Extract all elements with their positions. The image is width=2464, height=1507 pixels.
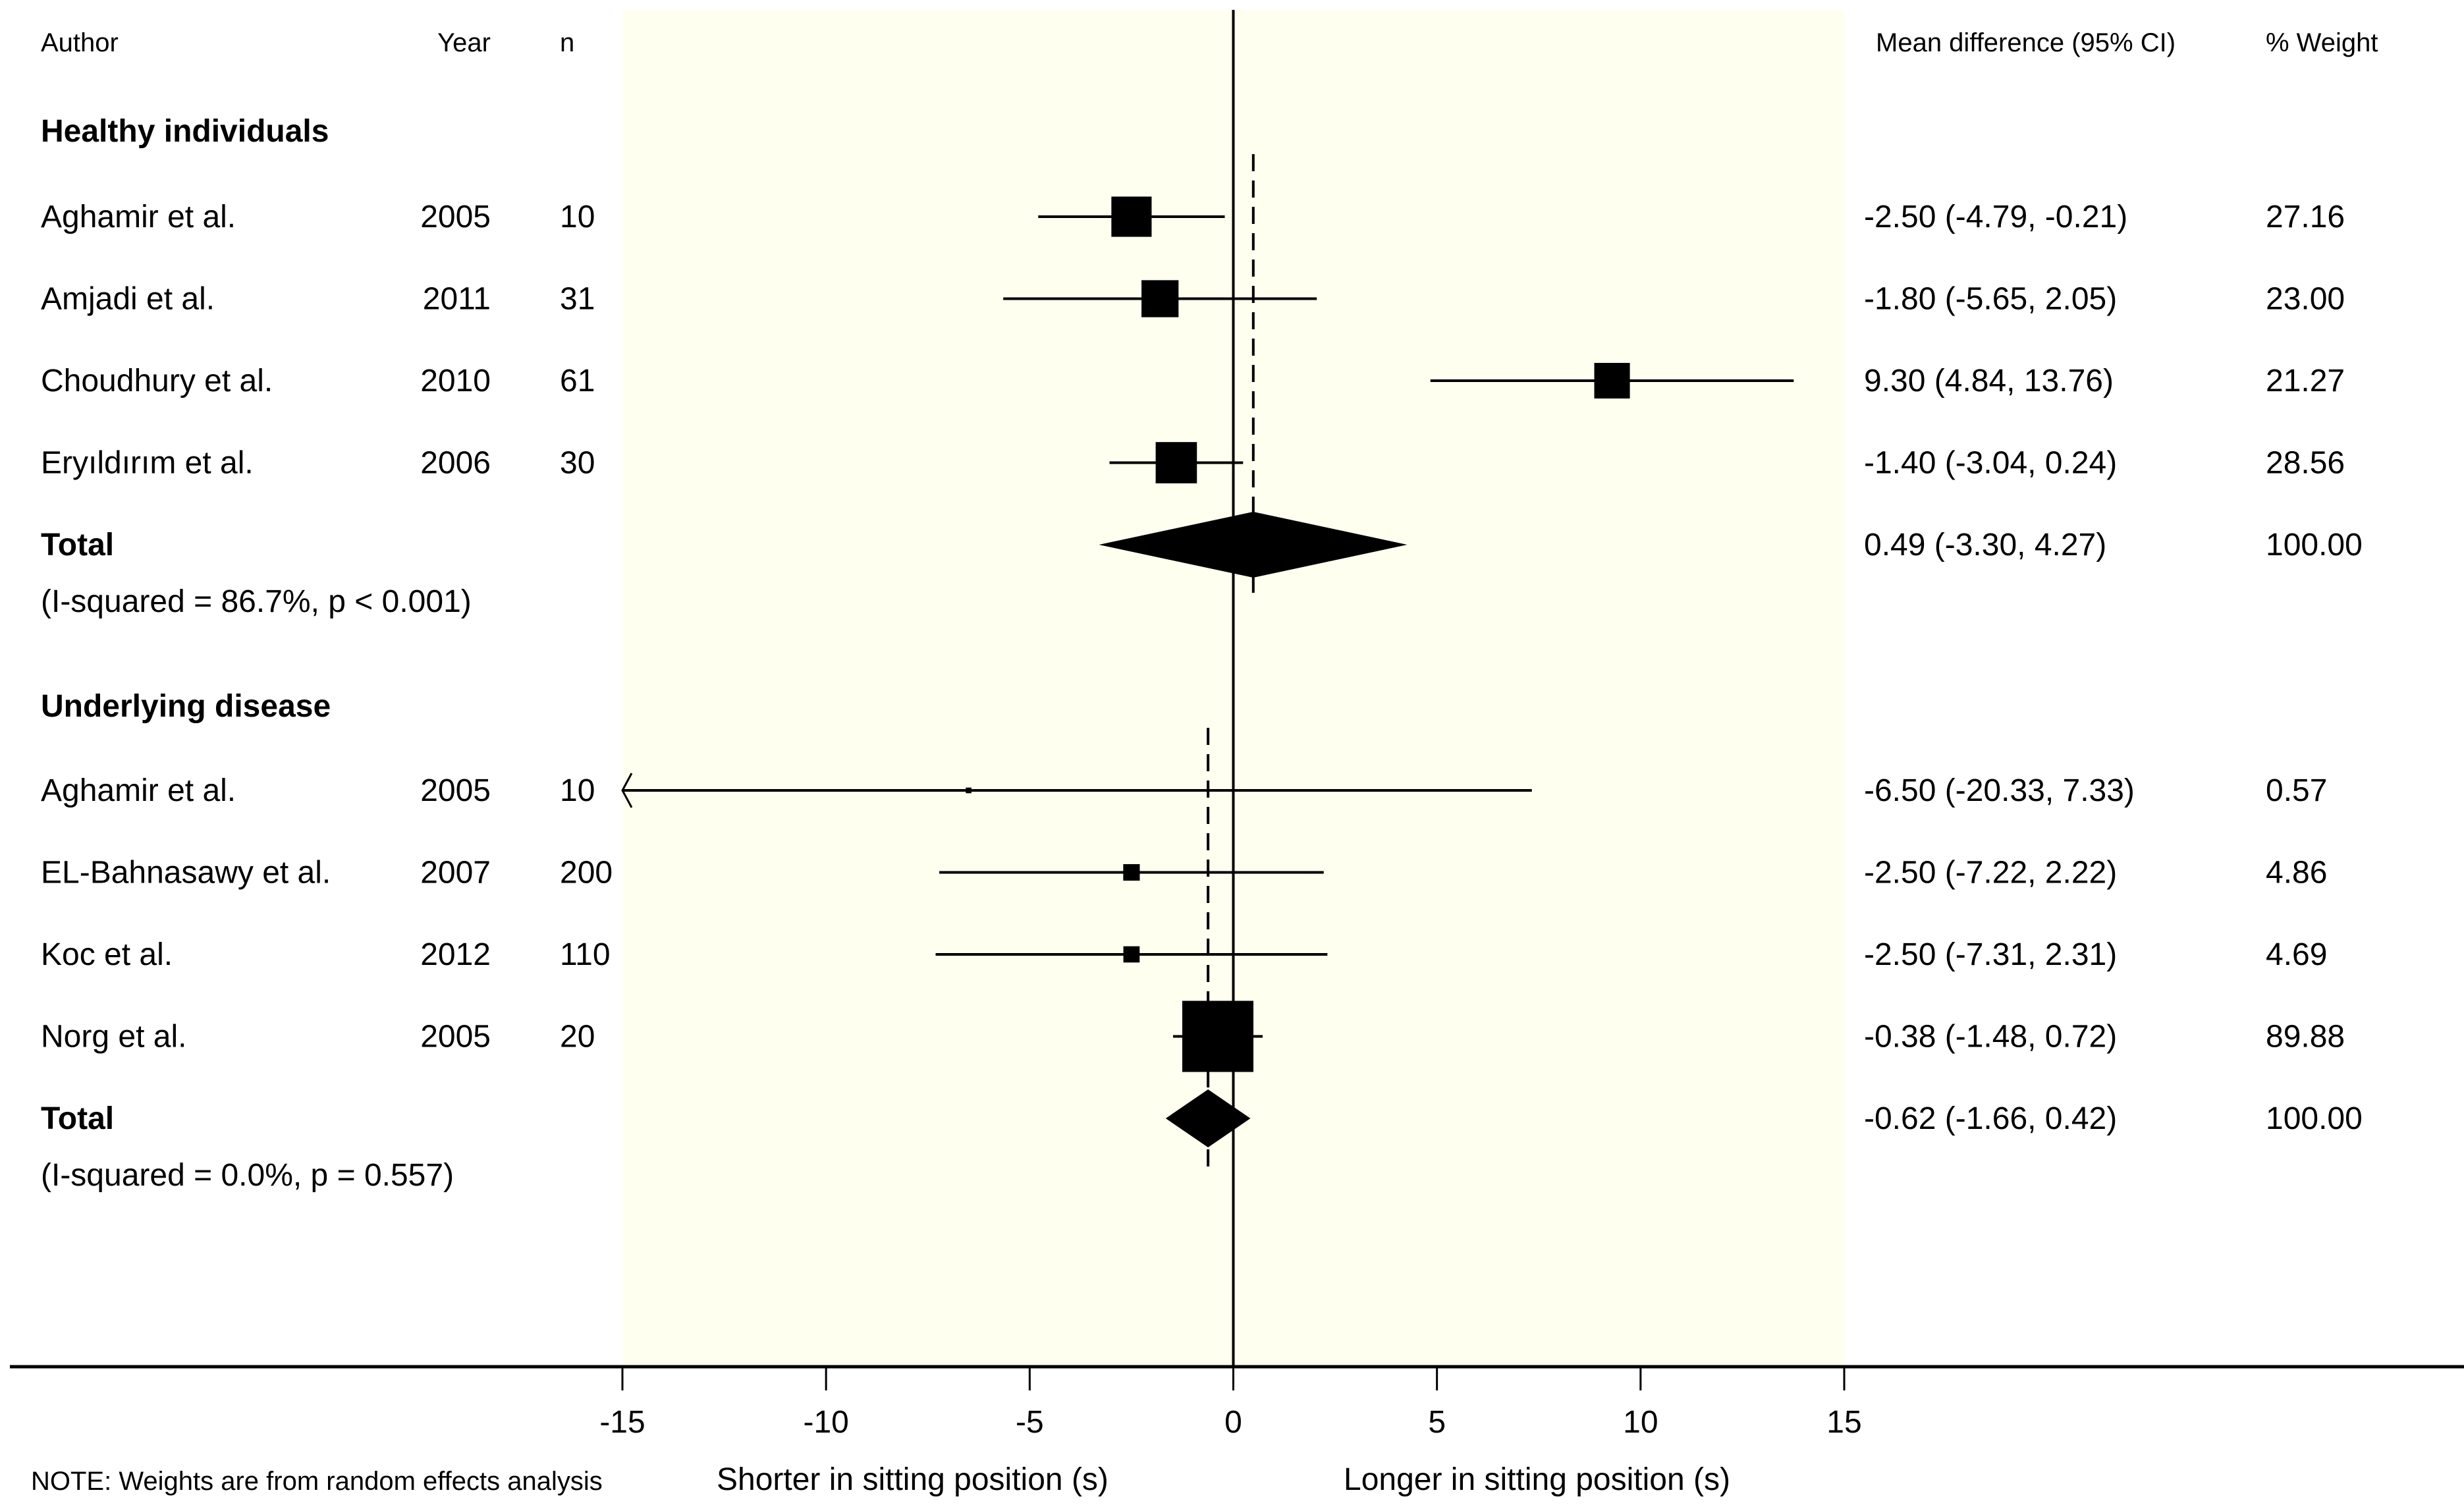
- study-weight: 4.69: [2266, 937, 2327, 972]
- point-estimate-box: [966, 787, 972, 794]
- x-axis-label-right: Longer in sitting position (s): [1344, 1462, 1730, 1497]
- point-estimate-box: [1123, 946, 1140, 963]
- x-tick-label: 5: [1428, 1405, 1446, 1440]
- point-estimate-box: [1111, 196, 1152, 237]
- study-year: 2005: [420, 773, 491, 808]
- study-weight: 0.57: [2266, 773, 2327, 808]
- study-author: Aghamir et al.: [41, 200, 236, 234]
- header-mean-difference: Mean difference (95% CI): [1876, 28, 2176, 57]
- ci-arrow-left-icon: [621, 773, 633, 808]
- pooled-estimate-diamond: [1165, 1089, 1251, 1147]
- study-author: Eryıldırım et al.: [41, 446, 254, 481]
- x-tick-label: 15: [1826, 1405, 1861, 1440]
- heterogeneity-stat: (I-squared = 86.7%, p < 0.001): [41, 584, 472, 619]
- x-axis-label-left: Shorter in sitting position (s): [717, 1462, 1109, 1497]
- study-n: 61: [560, 364, 595, 398]
- x-tick-label: -15: [599, 1405, 645, 1440]
- study-weight: 4.86: [2266, 856, 2327, 890]
- study-n: 200: [560, 856, 613, 890]
- study-n: 31: [560, 282, 595, 317]
- point-estimate-box: [1594, 362, 1630, 399]
- study-author: Norg et al.: [41, 1020, 186, 1055]
- total-weight: 100.00: [2266, 1101, 2363, 1136]
- study-effect-ci: -6.50 (-20.33, 7.33): [1864, 773, 2135, 808]
- point-estimate-box: [1141, 280, 1179, 317]
- study-weight: 23.00: [2266, 282, 2345, 317]
- x-tick-label: 0: [1224, 1405, 1242, 1440]
- study-year: 2005: [420, 200, 491, 234]
- group-header: Healthy individuals: [41, 114, 329, 149]
- heterogeneity-stat: (I-squared = 0.0%, p = 0.557): [41, 1158, 454, 1193]
- study-effect-ci: 9.30 (4.84, 13.76): [1864, 364, 2114, 398]
- point-estimate-box: [1155, 442, 1197, 483]
- study-effect-ci: -0.38 (-1.48, 0.72): [1864, 1020, 2117, 1055]
- study-n: 110: [560, 937, 611, 972]
- study-author: EL-Bahnasawy et al.: [41, 856, 331, 890]
- total-effect-ci: 0.49 (-3.30, 4.27): [1864, 528, 2106, 562]
- study-year: 2012: [420, 937, 491, 972]
- study-year: 2010: [420, 364, 491, 398]
- x-tick-label: 10: [1623, 1405, 1658, 1440]
- study-effect-ci: -1.40 (-3.04, 0.24): [1864, 446, 2117, 481]
- study-effect-ci: -2.50 (-7.31, 2.31): [1864, 937, 2117, 972]
- total-label: Total: [41, 1101, 114, 1136]
- total-effect-ci: -0.62 (-1.66, 0.42): [1864, 1101, 2117, 1136]
- study-n: 10: [560, 200, 595, 234]
- study-n: 20: [560, 1020, 595, 1055]
- study-weight: 27.16: [2266, 200, 2345, 234]
- study-n: 10: [560, 773, 595, 808]
- header-weight: % Weight: [2266, 28, 2378, 57]
- study-weight: 89.88: [2266, 1020, 2345, 1055]
- study-n: 30: [560, 446, 595, 481]
- x-tick-label: -5: [1016, 1405, 1044, 1440]
- x-tick-label: -10: [803, 1405, 848, 1440]
- study-weight: 28.56: [2266, 446, 2345, 481]
- group-header: Underlying disease: [41, 689, 331, 724]
- study-year: 2005: [420, 1020, 491, 1055]
- study-effect-ci: -1.80 (-5.65, 2.05): [1864, 282, 2117, 317]
- point-estimate-box: [1182, 1000, 1254, 1072]
- study-year: 2007: [420, 856, 491, 890]
- study-author: Koc et al.: [41, 937, 173, 972]
- header-n: n: [560, 28, 574, 57]
- total-label: Total: [41, 528, 114, 562]
- study-author: Choudhury et al.: [41, 364, 273, 398]
- study-effect-ci: -2.50 (-7.22, 2.22): [1864, 856, 2117, 890]
- pooled-estimate-diamond: [1099, 512, 1408, 578]
- study-effect-ci: -2.50 (-4.79, -0.21): [1864, 200, 2127, 234]
- header-author: Author: [41, 28, 119, 57]
- study-year: 2006: [420, 446, 491, 481]
- study-author: Aghamir et al.: [41, 773, 236, 808]
- point-estimate-box: [1123, 863, 1140, 881]
- study-year: 2011: [423, 282, 491, 317]
- study-author: Amjadi et al.: [41, 282, 215, 317]
- study-weight: 21.27: [2266, 364, 2345, 398]
- total-weight: 100.00: [2266, 528, 2363, 562]
- weights-note: NOTE: Weights are from random effects an…: [31, 1467, 603, 1496]
- header-year: Year: [437, 28, 491, 57]
